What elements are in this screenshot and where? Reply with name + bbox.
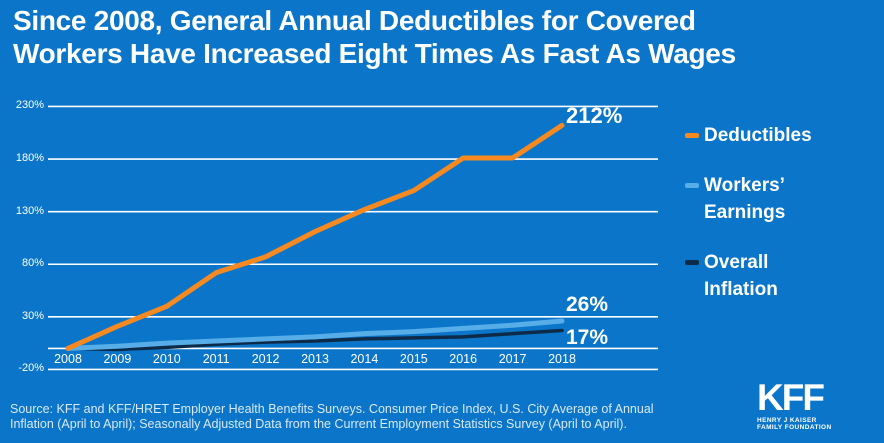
kff-logo-subtext-line: FAMILY FOUNDATION (757, 424, 832, 431)
series-line-workers-earnings (65, 318, 565, 351)
chart-legend: Deductibles Workers’ Earnings Overall In… (685, 122, 875, 303)
x-axis-tick-label: 2012 (251, 352, 280, 366)
legend-label-line: Overall (704, 252, 769, 273)
source-line-2: Inflation (April to April); Seasonally A… (10, 417, 627, 431)
x-axis-tick-label: 2017 (498, 352, 527, 366)
x-axis-tick-label: 2011 (202, 352, 230, 366)
legend-item-overall-inflation: Overall Inflation (685, 249, 875, 303)
page-title: Since 2008, General Annual Deductibles f… (13, 4, 877, 70)
data-label-overall-inflation: 17% (566, 326, 609, 349)
title-line-2: Workers Have Increased Eight Times As Fa… (13, 38, 736, 69)
y-axis-tick-label: -20% (18, 362, 44, 375)
legend-item-deductibles: Deductibles (685, 122, 875, 149)
kff-logo-text: KFF (757, 377, 825, 418)
kff-logo-subtext-line: HENRY J KAISER (757, 417, 817, 424)
series-line-deductibles (65, 122, 565, 351)
x-axis-tick-label: 2008 (54, 352, 82, 366)
data-label-deductibles: 212% (566, 103, 623, 128)
x-axis-tick-label: 2014 (350, 352, 379, 366)
x-axis-tick-label: 2018 (548, 352, 576, 366)
legend-label-overall-inflation: Overall Inflation (704, 249, 778, 303)
deductibles-line-swatch-icon (685, 133, 699, 138)
legend-label-deductibles: Deductibles (704, 125, 812, 146)
x-axis-tick-label: 2009 (103, 352, 132, 366)
kff-logo: KFF HENRY J KAISER FAMILY FOUNDATION (757, 377, 832, 431)
y-axis-tick-label: 180% (15, 152, 44, 165)
workers-earnings-line-swatch-icon (685, 183, 699, 188)
y-axis-tick-label: 130% (15, 204, 44, 217)
data-label-workers-earnings: 26% (566, 293, 609, 316)
y-axis-tick-label: 30% (21, 309, 44, 322)
x-axis-tick-label: 2010 (152, 352, 181, 366)
legend-label-line: Inflation (704, 279, 778, 300)
x-axis-tick-label: 2015 (399, 352, 428, 366)
legend-label-workers-earnings: Workers’ Earnings (704, 172, 785, 226)
legend-label-line: Workers’ (704, 175, 785, 196)
x-axis-tick-label: 2016 (449, 352, 478, 366)
series-line-overall-inflation (66, 328, 564, 352)
legend-item-workers-earnings: Workers’ Earnings (685, 172, 875, 226)
y-axis-tick-label: 80% (21, 257, 44, 270)
source-note: Source: KFF and KFF/HRET Employer Health… (10, 402, 755, 432)
y-axis-tick-label: 230% (15, 99, 44, 112)
title-line-1: Since 2008, General Annual Deductibles f… (13, 5, 696, 36)
kff-logo-subtext: HENRY J KAISER FAMILY FOUNDATION (757, 417, 832, 431)
legend-label-line: Earnings (704, 202, 786, 223)
x-axis-tick-label: 2013 (301, 352, 329, 366)
overall-inflation-line-swatch-icon (685, 260, 699, 265)
source-line-1: Source: KFF and KFF/HRET Employer Health… (10, 402, 654, 416)
